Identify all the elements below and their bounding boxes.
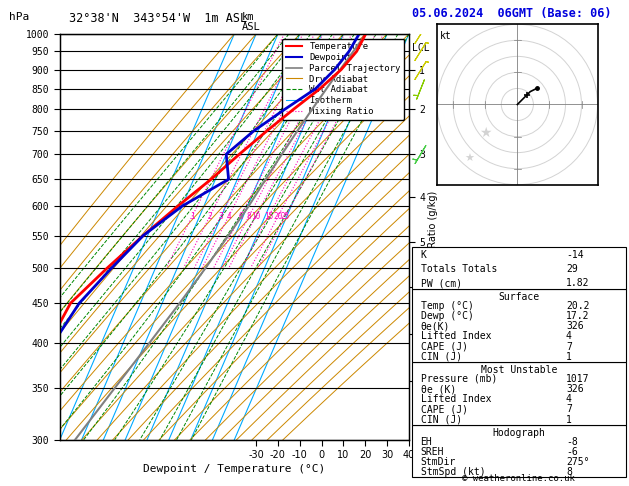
Y-axis label: Mixing Ratio (g/kg): Mixing Ratio (g/kg): [428, 191, 438, 283]
Text: Lifted Index: Lifted Index: [421, 394, 491, 404]
Text: km: km: [242, 12, 255, 22]
Text: 1017: 1017: [566, 374, 589, 384]
Text: -6: -6: [566, 447, 577, 457]
Text: 4: 4: [566, 331, 572, 341]
Text: PW (cm): PW (cm): [421, 278, 462, 288]
Text: ★: ★: [479, 125, 491, 139]
Text: Hodograph: Hodograph: [493, 428, 545, 438]
Text: EH: EH: [421, 437, 432, 447]
Text: 7: 7: [566, 342, 572, 351]
Text: 1: 1: [566, 415, 572, 425]
Text: 2: 2: [208, 212, 212, 221]
Text: 275°: 275°: [566, 457, 589, 467]
Text: LCL: LCL: [413, 43, 430, 53]
Text: 8: 8: [247, 212, 251, 221]
Text: CIN (J): CIN (J): [421, 415, 462, 425]
Text: 15: 15: [264, 212, 273, 221]
Text: StmSpd (kt): StmSpd (kt): [421, 467, 485, 477]
Text: CAPE (J): CAPE (J): [421, 342, 467, 351]
Bar: [412, 247, 626, 289]
Text: K: K: [421, 250, 426, 260]
Text: 25: 25: [281, 212, 290, 221]
Text: 20: 20: [274, 212, 282, 221]
Text: 4: 4: [566, 394, 572, 404]
Text: 1: 1: [566, 352, 572, 362]
Text: 6: 6: [238, 212, 243, 221]
Bar: [412, 362, 626, 425]
Text: Lifted Index: Lifted Index: [421, 331, 491, 341]
Text: θe(K): θe(K): [421, 321, 450, 331]
Text: θe (K): θe (K): [421, 384, 456, 394]
Text: Most Unstable: Most Unstable: [481, 365, 557, 375]
Text: 29: 29: [566, 264, 577, 274]
Text: Pressure (mb): Pressure (mb): [421, 374, 497, 384]
Text: CAPE (J): CAPE (J): [421, 404, 467, 415]
Legend: Temperature, Dewpoint, Parcel Trajectory, Dry Adiabat, Wet Adiabat, Isotherm, Mi: Temperature, Dewpoint, Parcel Trajectory…: [282, 38, 404, 120]
Text: 20.2: 20.2: [566, 301, 589, 311]
Text: 1.82: 1.82: [566, 278, 589, 288]
Text: © weatheronline.co.uk: © weatheronline.co.uk: [462, 474, 576, 483]
X-axis label: Dewpoint / Temperature (°C): Dewpoint / Temperature (°C): [143, 465, 325, 474]
Text: 326: 326: [566, 384, 584, 394]
Text: 8: 8: [566, 467, 572, 477]
Text: 05.06.2024  06GMT (Base: 06): 05.06.2024 06GMT (Base: 06): [412, 7, 611, 20]
Text: kt: kt: [440, 31, 452, 41]
Text: 3: 3: [218, 212, 223, 221]
Text: StmDir: StmDir: [421, 457, 456, 467]
Text: SREH: SREH: [421, 447, 444, 457]
Text: hPa: hPa: [9, 12, 30, 22]
Text: 1: 1: [190, 212, 194, 221]
Text: Temp (°C): Temp (°C): [421, 301, 474, 311]
Text: 326: 326: [566, 321, 584, 331]
Text: 17.2: 17.2: [566, 311, 589, 321]
Bar: [412, 425, 626, 477]
Text: Surface: Surface: [498, 292, 540, 302]
Text: -14: -14: [566, 250, 584, 260]
Bar: [412, 289, 626, 362]
Text: 32°38'N  343°54'W  1m ASL: 32°38'N 343°54'W 1m ASL: [69, 12, 247, 25]
Text: 4: 4: [226, 212, 231, 221]
Text: ★: ★: [464, 154, 474, 164]
Text: -8: -8: [566, 437, 577, 447]
Text: 10: 10: [251, 212, 260, 221]
Text: 7: 7: [566, 404, 572, 415]
Text: CIN (J): CIN (J): [421, 352, 462, 362]
Text: Dewp (°C): Dewp (°C): [421, 311, 474, 321]
Text: ASL: ASL: [242, 22, 261, 32]
Text: Totals Totals: Totals Totals: [421, 264, 497, 274]
